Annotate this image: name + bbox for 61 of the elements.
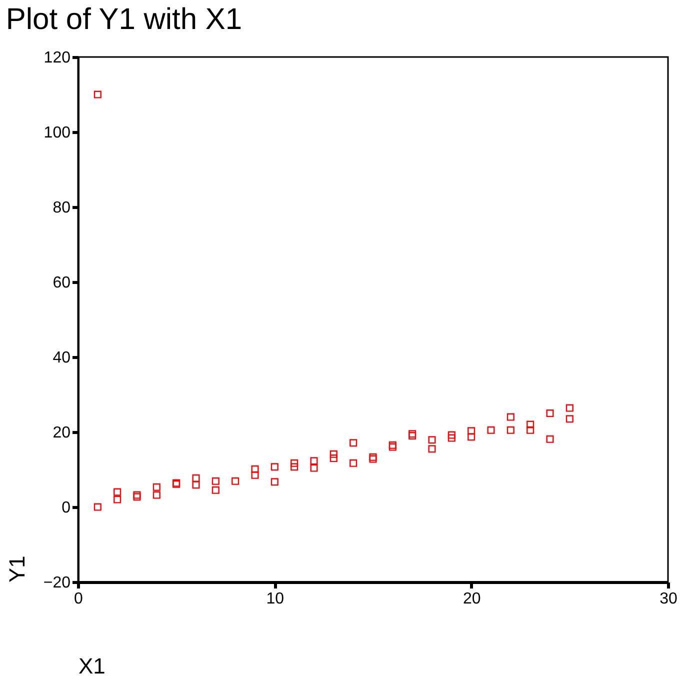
y-tick-label: 100 xyxy=(44,124,71,142)
y-tick-label: 0 xyxy=(62,500,71,516)
point xyxy=(290,459,298,467)
point xyxy=(310,457,318,465)
point xyxy=(546,409,554,418)
point xyxy=(408,430,416,438)
point xyxy=(428,436,436,444)
point xyxy=(428,445,436,453)
point xyxy=(290,463,298,471)
y-tick-label: 20 xyxy=(52,424,71,442)
point xyxy=(566,404,574,412)
point xyxy=(350,459,358,467)
point xyxy=(506,426,514,434)
point xyxy=(192,474,200,482)
y-tick-label: 40 xyxy=(52,350,71,366)
x-tick-label: 20 xyxy=(462,590,481,608)
point xyxy=(388,443,396,451)
point xyxy=(232,477,240,485)
point xyxy=(310,464,318,472)
x-tick-label: 0 xyxy=(74,590,84,608)
point xyxy=(270,463,278,471)
point xyxy=(546,435,554,443)
point xyxy=(526,426,534,434)
point xyxy=(114,496,122,504)
chart-title: Plot of Y1 with X1 xyxy=(6,3,242,36)
point xyxy=(468,433,476,441)
x-axis-title: X1 xyxy=(78,654,106,678)
point xyxy=(212,477,220,485)
point xyxy=(133,493,141,501)
point xyxy=(114,488,122,496)
point xyxy=(448,431,456,439)
point xyxy=(133,491,141,499)
y-tick-label: −20 xyxy=(43,574,71,592)
point xyxy=(526,420,534,428)
y-tick-label: 60 xyxy=(52,274,71,292)
point xyxy=(94,503,102,511)
point xyxy=(506,413,514,421)
point xyxy=(152,483,160,491)
point xyxy=(408,432,416,440)
x-tick-label: 10 xyxy=(266,590,284,608)
point xyxy=(487,426,495,434)
point xyxy=(152,491,160,499)
point xyxy=(212,486,220,494)
point xyxy=(94,90,102,98)
point xyxy=(566,415,574,423)
point xyxy=(251,465,259,473)
y-axis-title: Y1 xyxy=(4,556,30,582)
point xyxy=(388,441,396,449)
x-tick-label: 30 xyxy=(660,590,678,608)
point xyxy=(350,439,358,447)
point xyxy=(330,454,338,462)
y-tick-label: 80 xyxy=(52,200,71,216)
point xyxy=(369,453,377,461)
point xyxy=(330,450,338,458)
point xyxy=(369,455,377,463)
point xyxy=(468,427,476,435)
point xyxy=(270,478,278,486)
point xyxy=(448,434,456,442)
y-tick-label: 120 xyxy=(44,50,71,66)
point xyxy=(192,481,200,489)
point xyxy=(251,471,259,479)
